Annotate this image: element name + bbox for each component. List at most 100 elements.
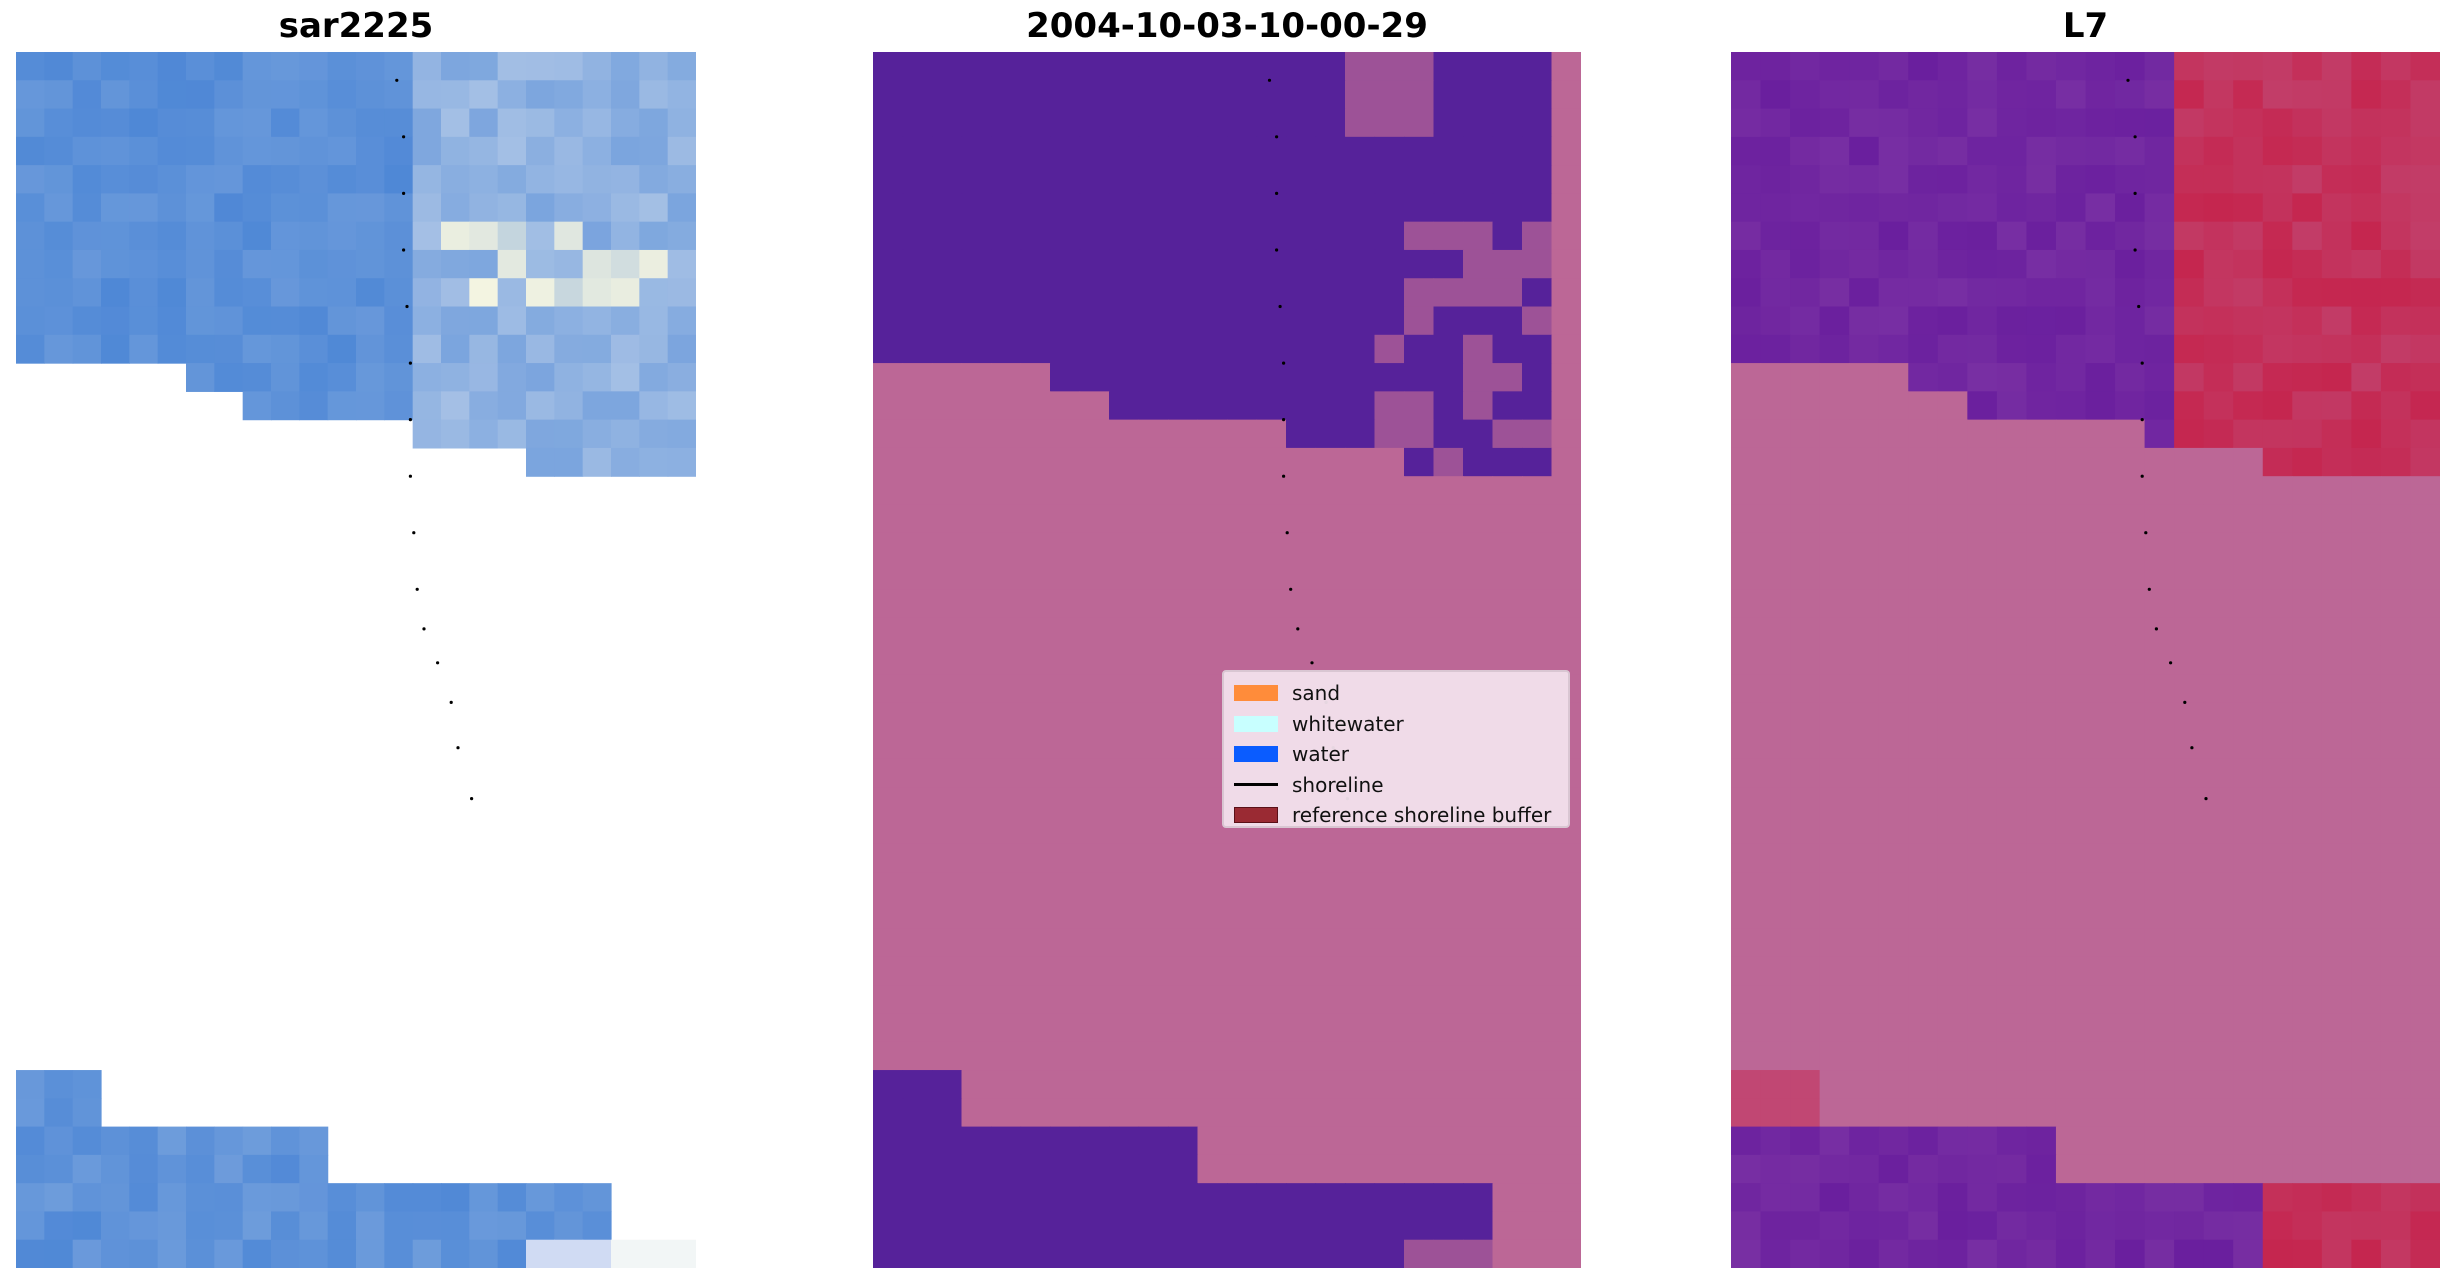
pixel — [101, 221, 130, 251]
pixel — [1878, 193, 1909, 223]
pixel — [2351, 504, 2382, 534]
pixel — [1020, 956, 1051, 986]
pixel — [2115, 306, 2146, 336]
shoreline-point — [1282, 474, 1286, 478]
pixel — [1433, 419, 1464, 449]
pixel — [1492, 419, 1523, 449]
pixel — [2203, 1211, 2234, 1241]
pixel — [2410, 306, 2440, 336]
pixel — [2144, 872, 2175, 901]
pixel — [1790, 419, 1821, 449]
pixel — [1463, 476, 1494, 506]
pixel — [1404, 985, 1435, 1015]
pixel — [1849, 956, 1880, 986]
pixel — [2351, 1041, 2382, 1071]
pixel — [2233, 1183, 2264, 1213]
pixel — [44, 306, 74, 336]
pixel — [2321, 985, 2352, 1015]
pixel — [1050, 249, 1081, 279]
pixel — [2321, 108, 2352, 138]
pixel — [1197, 1126, 1228, 1156]
pixel — [554, 334, 584, 364]
pixel — [1731, 249, 1762, 279]
pixel — [902, 391, 933, 421]
pixel — [1849, 872, 1880, 901]
pixel — [554, 306, 584, 336]
pixel — [1878, 1041, 1909, 1071]
pixel — [873, 617, 904, 647]
pixel — [2321, 843, 2352, 873]
pixel — [1551, 900, 1581, 930]
pixel — [2174, 278, 2205, 308]
pixel — [1256, 1070, 1287, 1099]
pixel — [526, 1239, 555, 1268]
pixel — [44, 1098, 74, 1128]
pixel — [1315, 617, 1346, 647]
pixel — [873, 363, 904, 392]
pixel — [961, 1239, 992, 1268]
pixel — [2115, 843, 2146, 873]
pixel — [932, 645, 963, 675]
pixel — [157, 80, 187, 110]
pixel — [2203, 1154, 2234, 1184]
pixel — [611, 334, 640, 364]
pixel — [1908, 306, 1939, 336]
pixel — [1463, 645, 1494, 675]
pixel — [1256, 193, 1287, 223]
pixel — [1790, 136, 1821, 166]
pixel — [582, 1183, 612, 1213]
pixel — [991, 136, 1022, 166]
pixel — [991, 758, 1022, 788]
pixel — [1849, 193, 1880, 223]
pixel — [961, 1126, 992, 1156]
pixel — [2380, 1013, 2412, 1043]
pixel — [242, 1211, 272, 1241]
pixel — [1731, 872, 1762, 901]
pixel — [2203, 193, 2234, 223]
pixel — [2410, 278, 2440, 308]
pixel — [2085, 1041, 2116, 1071]
pixel — [2144, 730, 2175, 760]
pixel — [1819, 1154, 1850, 1184]
pixel — [1079, 193, 1110, 223]
pixel — [1138, 956, 1169, 986]
pixel — [1109, 589, 1140, 619]
pixel — [469, 52, 499, 81]
pixel — [1790, 1041, 1821, 1071]
pixel — [1227, 52, 1258, 81]
pixel — [1731, 674, 1762, 704]
pixel — [1197, 645, 1228, 675]
pixel — [1197, 1098, 1228, 1128]
pixel — [1551, 561, 1581, 590]
pixel — [554, 221, 584, 251]
pixel — [961, 787, 992, 817]
pixel — [1908, 1239, 1939, 1268]
pixel — [2233, 787, 2264, 817]
pixel — [1908, 52, 1939, 81]
pixel — [1819, 419, 1850, 449]
pixel — [1967, 674, 1998, 704]
pixel — [1109, 363, 1140, 392]
pixel — [582, 419, 612, 449]
pixel — [2410, 52, 2440, 81]
pixel — [2233, 447, 2264, 477]
pixel — [242, 193, 272, 223]
pixel — [873, 52, 904, 81]
pixel — [101, 334, 130, 364]
pixel — [961, 221, 992, 251]
pixel — [16, 221, 45, 251]
pixel — [1937, 80, 1968, 110]
pixel — [1908, 900, 1939, 930]
pixel — [1908, 136, 1939, 166]
pixel — [667, 278, 696, 308]
pixel — [186, 278, 215, 308]
pixel — [1551, 278, 1581, 308]
pixel — [1908, 589, 1939, 619]
pixel — [1433, 391, 1464, 421]
pixel — [1345, 363, 1376, 392]
pixel — [2085, 985, 2116, 1015]
pixel — [412, 108, 442, 138]
pixel — [1908, 80, 1939, 110]
pixel — [2233, 391, 2264, 421]
pixel — [1819, 136, 1850, 166]
